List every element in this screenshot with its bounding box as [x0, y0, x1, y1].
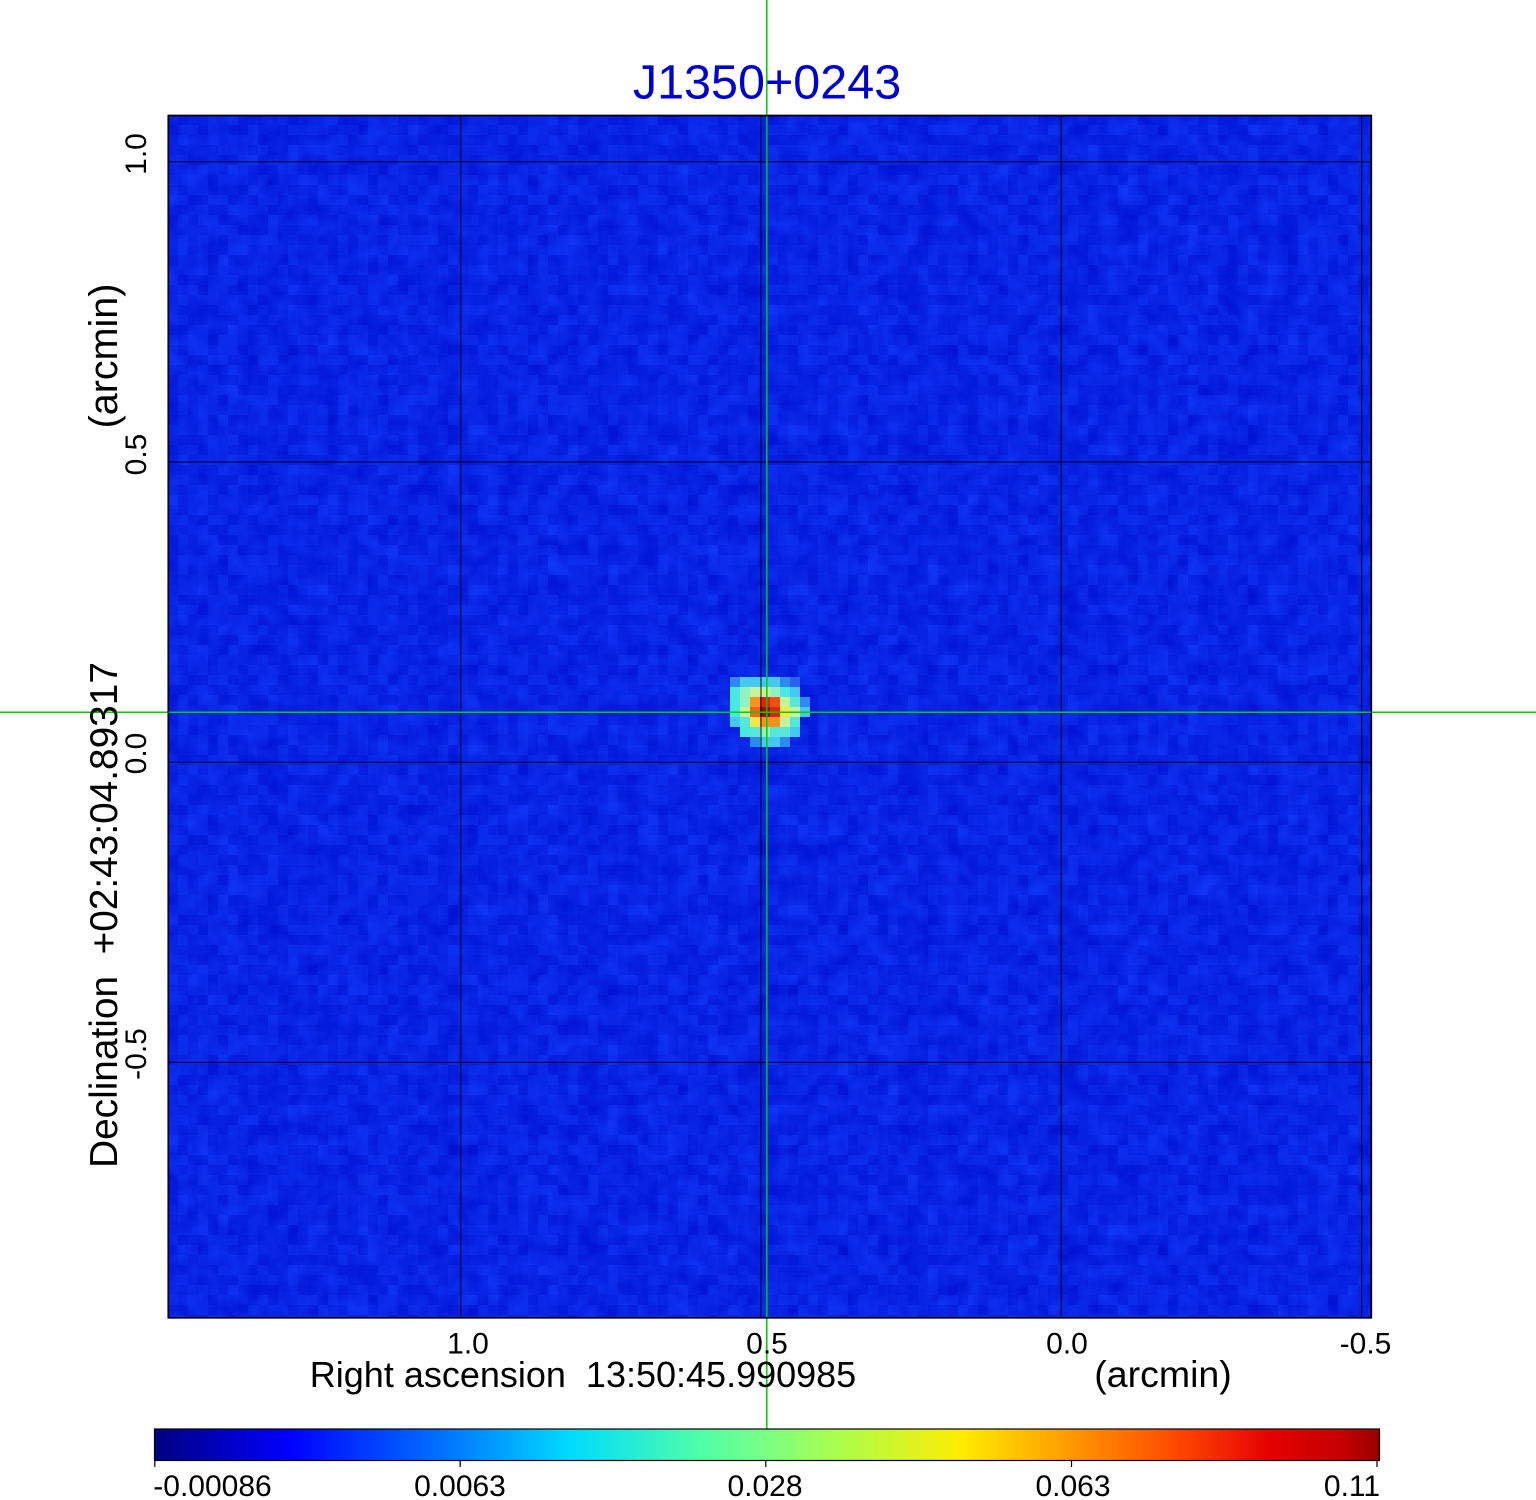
svg-text:0.0: 0.0 [1046, 1328, 1088, 1361]
svg-text:Right ascension 13:50:45.9909: Right ascension 13:50:45.990985 [310, 1354, 856, 1395]
svg-text:-0.00086: -0.00086 [153, 1470, 271, 1500]
svg-text:Declination +02:43:04.89317: Declination +02:43:04.89317 [83, 662, 126, 1168]
svg-text:0.0: 0.0 [120, 733, 153, 775]
svg-text:(arcmin): (arcmin) [82, 284, 126, 429]
svg-text:J1350+0243: J1350+0243 [633, 56, 901, 110]
svg-text:0.0063: 0.0063 [414, 1470, 506, 1500]
svg-text:1.0: 1.0 [447, 1328, 489, 1361]
svg-text:0.5: 0.5 [746, 1328, 788, 1361]
svg-text:-0.5: -0.5 [120, 1028, 153, 1080]
svg-text:0.11: 0.11 [1324, 1470, 1380, 1500]
svg-text:1.0: 1.0 [120, 133, 153, 175]
svg-text:0.028: 0.028 [727, 1470, 802, 1500]
svg-text:0.063: 0.063 [1035, 1470, 1110, 1500]
svg-text:0.5: 0.5 [120, 434, 153, 476]
svg-text:-0.5: -0.5 [1340, 1328, 1392, 1361]
svg-text:(arcmin): (arcmin) [1094, 1353, 1232, 1395]
